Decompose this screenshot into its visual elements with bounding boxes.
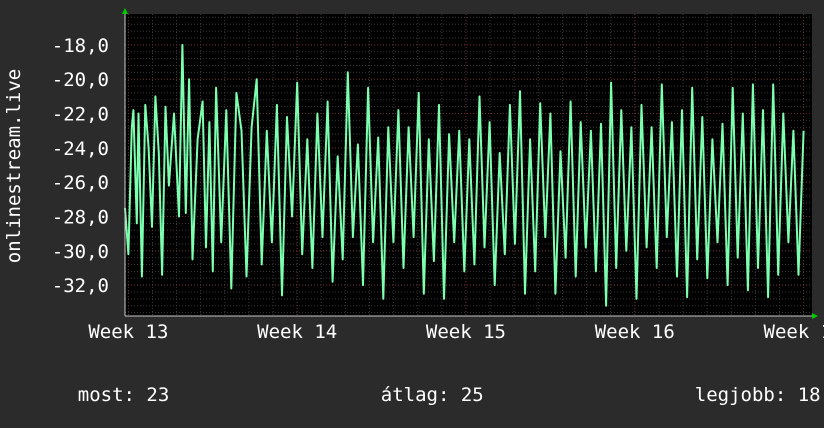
current-label: most: [77, 384, 135, 406]
y-axis-arrow [122, 8, 128, 14]
y-tick-label: -32,0 [52, 275, 109, 297]
x-axis-arrow [812, 313, 818, 319]
axes [122, 8, 818, 319]
y-tick-label: -28,0 [52, 206, 109, 228]
best-value: 18 [797, 384, 821, 406]
average-stat: átlag: 25 [335, 362, 484, 428]
y-tick-label: -20,0 [52, 69, 109, 91]
y-tick-label: -24,0 [52, 138, 109, 160]
y-axis-label: onlinestream.live [3, 69, 25, 263]
current-value: 23 [146, 384, 170, 406]
x-tick-label: Week 17 [764, 321, 824, 343]
x-tick-label: Week 15 [426, 321, 506, 343]
x-tick-labels: Week 13 Week 14 Week 15 Week 16 Week 17 [88, 321, 824, 343]
best-label: legjobb: [694, 384, 787, 406]
x-tick-label: Week 14 [257, 321, 337, 343]
y-tick-label: -30,0 [52, 241, 109, 263]
graph-panel: -18,0 -20,0 -22,0 -24,0 -26,0 -28,0 -30,0 -32,0… [3, 8, 824, 406]
y-tick-label: -26,0 [52, 172, 109, 194]
y-tick-labels: -18,0 -20,0 -22,0 -24,0 -26,0 -28,0 -30,0 -32,0 [52, 35, 109, 297]
current-stat: most: 23 [32, 362, 170, 428]
y-tick-label: -18,0 [52, 35, 109, 57]
series-line [124, 43, 805, 307]
x-tick-label: Week 16 [595, 321, 675, 343]
average-label: átlag: [380, 384, 450, 406]
y-tick-label: -22,0 [52, 104, 109, 126]
average-value: 25 [460, 384, 484, 406]
best-stat: legjobb: 18 [649, 362, 821, 428]
x-tick-label: Week 13 [88, 321, 168, 343]
line-chart: -18,0 -20,0 -22,0 -24,0 -26,0 -28,0 -30,0 -32,0… [3, 8, 824, 343]
